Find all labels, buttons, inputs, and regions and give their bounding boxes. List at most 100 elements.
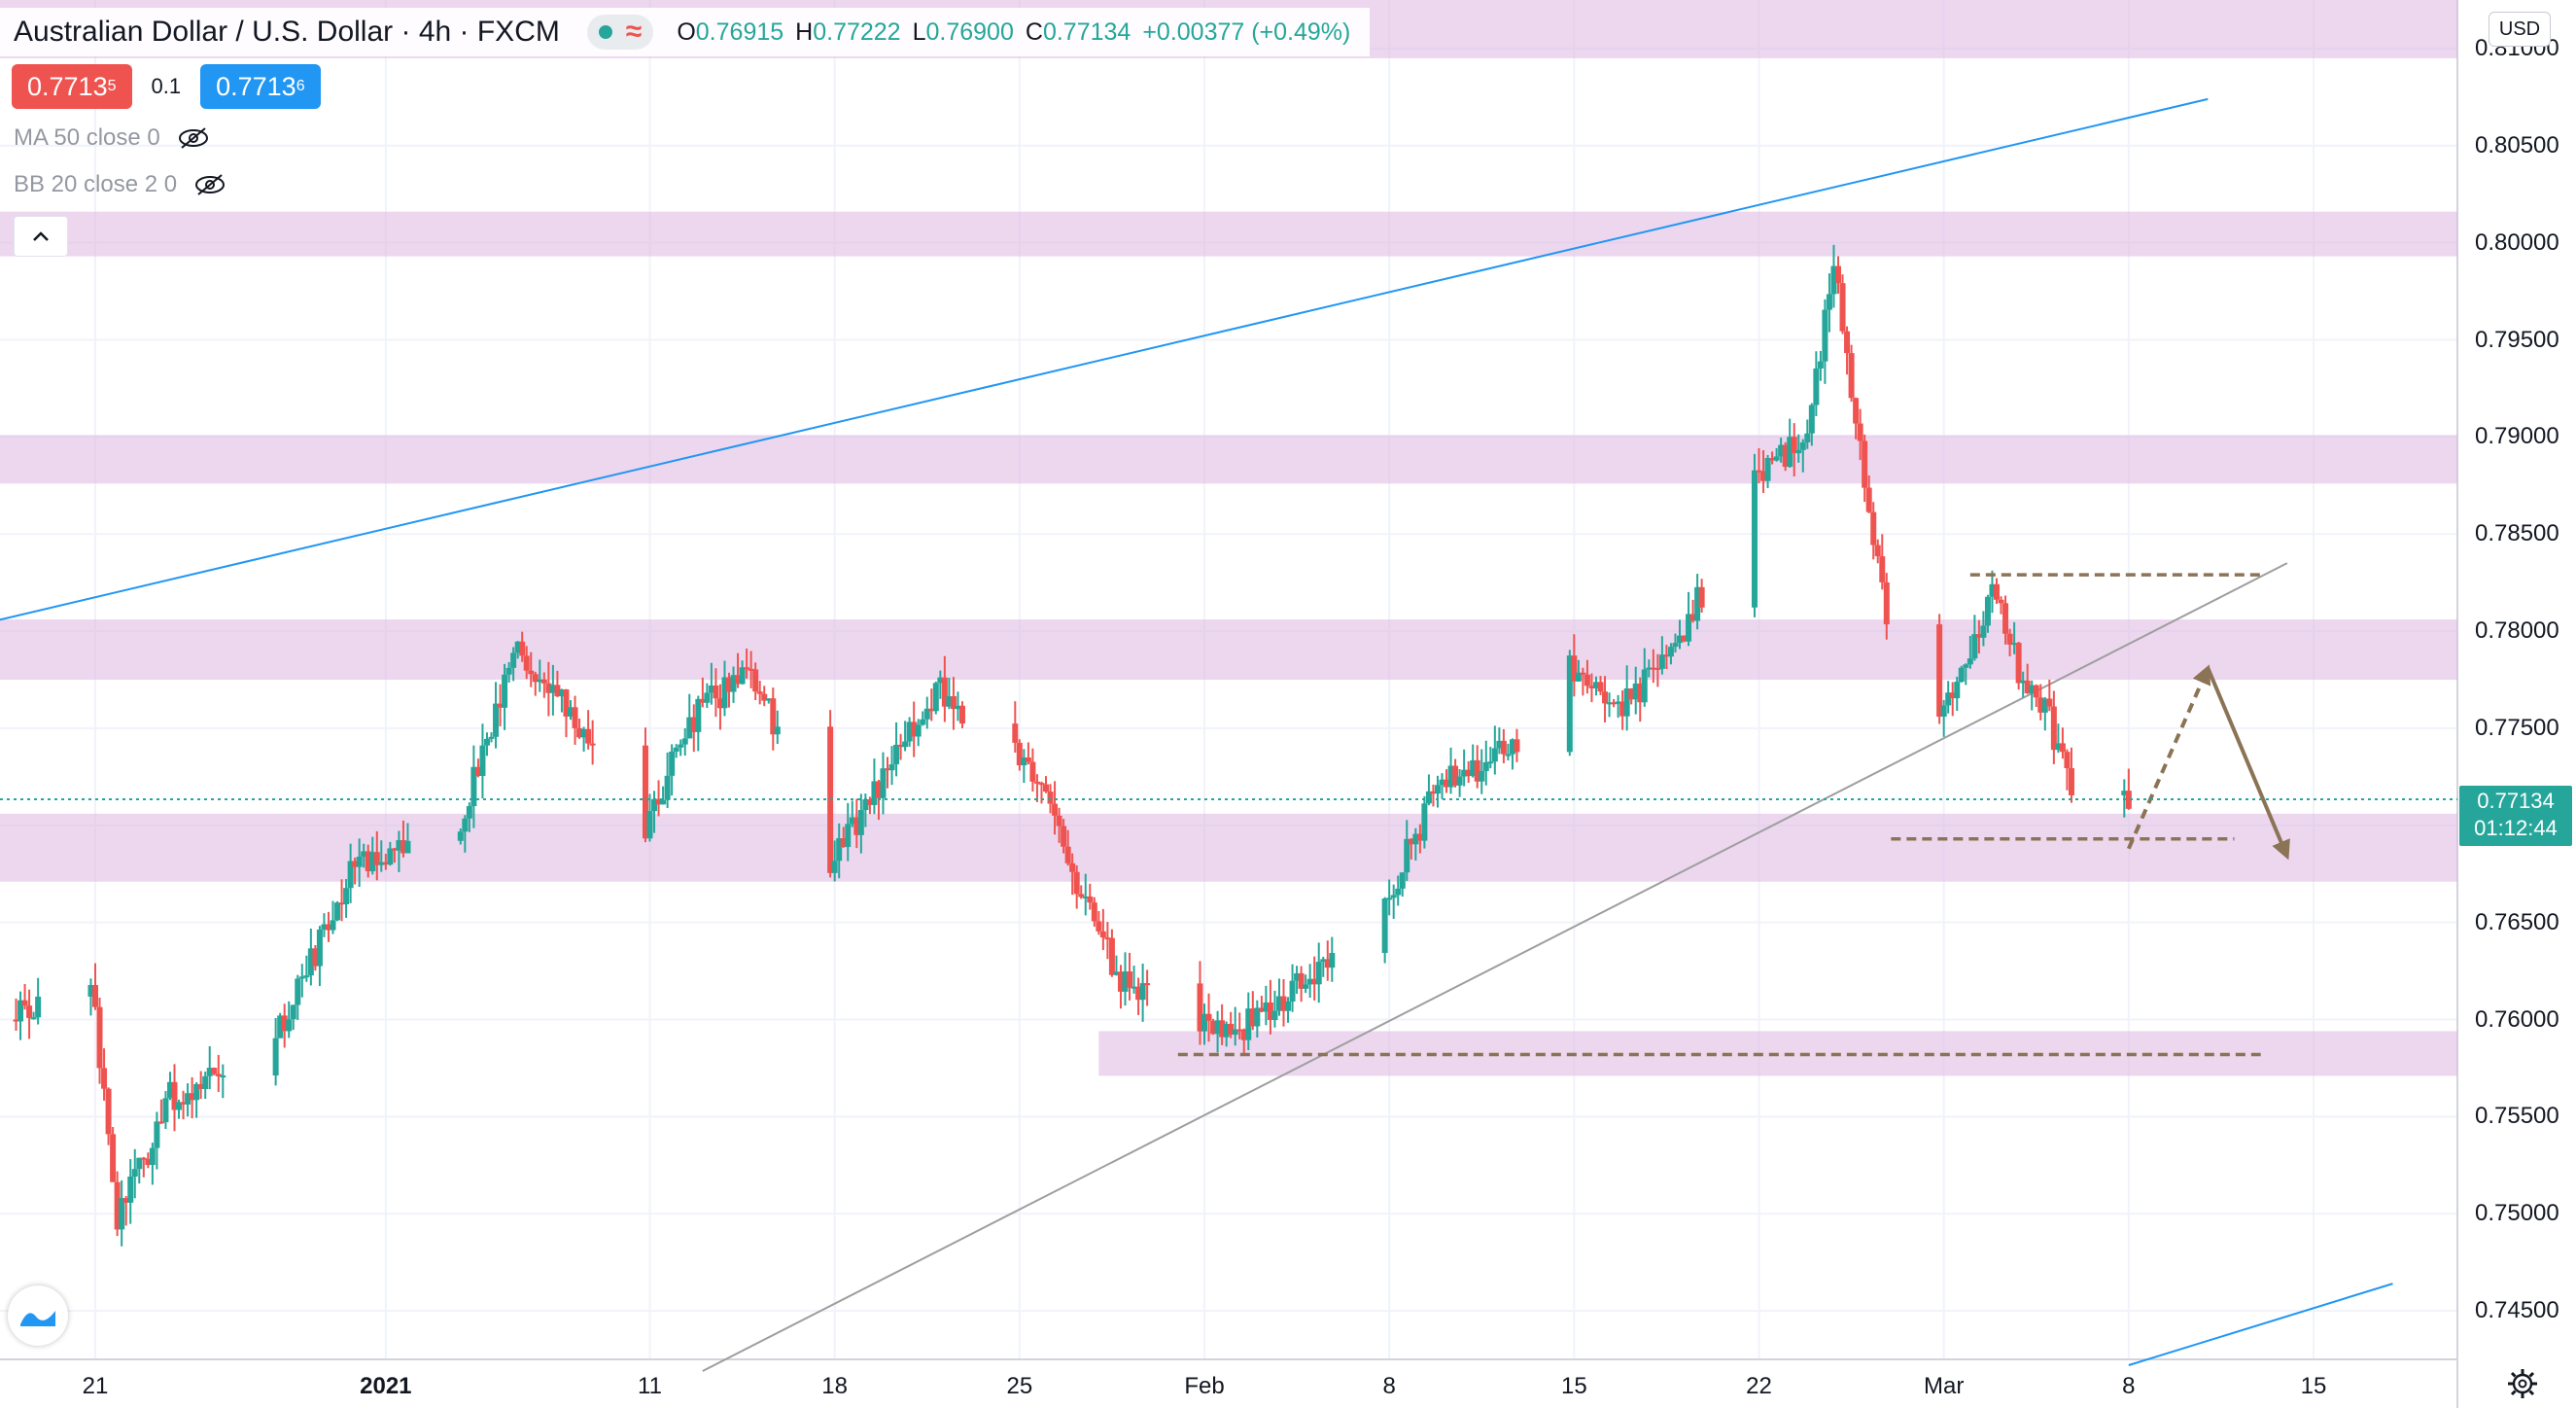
- price-axis[interactable]: 0.81000 0.80500 0.80000 0.79500 0.79000 0.785…: [2459, 0, 2576, 1408]
- candle-body: [885, 768, 890, 771]
- candle-body: [330, 920, 336, 931]
- candle-body: [1500, 740, 1507, 755]
- candle-body: [1857, 423, 1863, 441]
- candle-body: [334, 902, 341, 921]
- candle-body: [140, 1157, 147, 1160]
- candle-body: [540, 679, 547, 684]
- candle-body: [1623, 688, 1630, 717]
- time-tick-label: Feb: [1184, 1373, 1225, 1399]
- candle-body: [26, 1005, 33, 1018]
- candle-body: [338, 902, 345, 905]
- candle-body: [154, 1121, 160, 1148]
- candle-body: [497, 703, 504, 708]
- candle-body: [902, 741, 909, 748]
- candle-body: [1597, 682, 1604, 692]
- candle-body: [382, 862, 389, 865]
- candle-body: [343, 888, 350, 904]
- candle-body: [528, 670, 535, 675]
- candle-body: [1808, 405, 1815, 434]
- ohlc-readout: O0.76915 H0.77222 L0.76900 C0.77134 +0.0…: [677, 18, 1351, 46]
- candle-body: [681, 738, 688, 745]
- gear-icon[interactable]: [2506, 1367, 2539, 1400]
- candle-body: [1219, 1020, 1226, 1038]
- buy-price-button[interactable]: 0.7713 6: [200, 64, 321, 109]
- candle-body: [857, 810, 864, 835]
- candle-body: [1830, 265, 1837, 295]
- collapse-legend-button[interactable]: [14, 216, 68, 257]
- candle-body: [2037, 697, 2044, 713]
- candle-body: [1425, 791, 1432, 804]
- currency-button[interactable]: USD: [2489, 12, 2551, 47]
- candle-body: [875, 781, 882, 798]
- candle-body: [1479, 770, 1485, 782]
- candle-body: [157, 1121, 164, 1124]
- candle-body: [1421, 803, 1428, 841]
- candle-body: [1087, 896, 1094, 903]
- candle-body: [483, 738, 490, 746]
- time-tick-label: 15: [1560, 1373, 1587, 1399]
- candle-body: [519, 641, 526, 656]
- candle-body: [704, 692, 711, 703]
- eye-off-icon[interactable]: [192, 173, 227, 196]
- candle-body: [1844, 331, 1851, 354]
- candle-body: [1064, 846, 1071, 863]
- candle-body: [1975, 634, 1982, 638]
- candle-body: [1303, 984, 1309, 989]
- candle-body: [347, 861, 354, 889]
- candle-body: [572, 707, 578, 728]
- candle-body: [955, 705, 961, 710]
- market-open-dot-icon: [598, 25, 612, 39]
- candle-body: [110, 1134, 117, 1182]
- candle-body: [1694, 586, 1701, 621]
- eye-off-icon[interactable]: [176, 126, 211, 150]
- candle-body: [699, 698, 706, 703]
- candle-body: [307, 948, 314, 976]
- candle-body: [1021, 757, 1027, 766]
- candle-body: [162, 1098, 169, 1123]
- tradingview-logo[interactable]: [8, 1285, 68, 1346]
- candle-body: [122, 1198, 129, 1203]
- candle-body: [1870, 511, 1877, 546]
- symbol-title[interactable]: Australian Dollar / U.S. Dollar · 4h · F…: [14, 16, 560, 48]
- candle-body: [1197, 983, 1203, 1032]
- candlestick-series: [13, 244, 2132, 1247]
- candle-body: [1012, 723, 1019, 743]
- candle-body: [1091, 902, 1097, 922]
- candle-body: [145, 1158, 152, 1166]
- candle-body: [404, 840, 411, 854]
- candle-body: [1822, 309, 1828, 362]
- sell-price-button[interactable]: 0.7713 5: [12, 64, 132, 109]
- candle-body: [664, 775, 671, 800]
- status-pill[interactable]: ≈: [586, 15, 654, 50]
- candle-body: [1267, 1002, 1273, 1020]
- candle-body: [1254, 1007, 1261, 1027]
- candle-body: [1052, 803, 1059, 816]
- candle-body: [1580, 672, 1586, 675]
- candle-body: [1764, 458, 1771, 481]
- candle-body: [589, 743, 596, 746]
- candle-body: [862, 799, 869, 811]
- candle-body: [2002, 603, 2009, 634]
- candle-body: [1404, 838, 1410, 873]
- candle-body: [840, 838, 847, 848]
- indicator-bb[interactable]: BB 20 close 2 0: [14, 171, 227, 198]
- candle-body: [1236, 1029, 1243, 1032]
- candle-body: [30, 1017, 37, 1020]
- candle-body: [1994, 583, 2000, 600]
- candle-body: [678, 744, 684, 748]
- candle-body: [1949, 692, 1956, 699]
- candle-body: [220, 1075, 226, 1078]
- candle-body: [1835, 265, 1841, 284]
- indicator-ma[interactable]: MA 50 close 0: [14, 124, 211, 152]
- candle-body: [915, 724, 922, 737]
- price-tick-label: 0.74500: [2475, 1297, 2559, 1324]
- price-tick-label: 0.78000: [2475, 617, 2559, 645]
- time-tick-label: 21: [82, 1373, 109, 1399]
- candle-body: [1689, 614, 1696, 621]
- candle-body: [756, 691, 763, 694]
- candle-body: [946, 696, 953, 707]
- candle-body: [1954, 682, 1961, 699]
- candle-body: [114, 1181, 121, 1230]
- candle-body: [1773, 456, 1780, 461]
